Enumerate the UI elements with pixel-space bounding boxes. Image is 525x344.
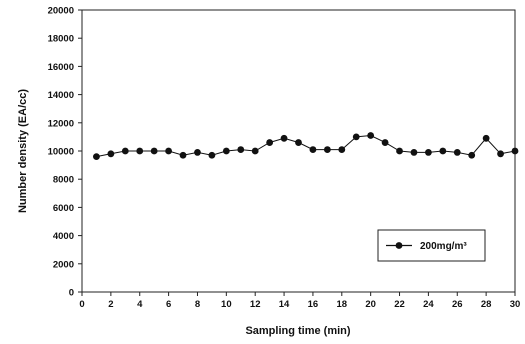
y-axis-title: Number density (EA/cc) — [17, 89, 29, 213]
data-point — [381, 139, 389, 146]
data-point — [468, 151, 476, 159]
data-point — [222, 147, 230, 155]
y-tick-label: 14000 — [48, 90, 74, 101]
data-point — [453, 149, 461, 156]
series-line — [96, 134, 516, 158]
legend: 200mg/m³ — [377, 229, 486, 262]
y-tick-label: 0 — [69, 288, 74, 299]
y-axis-ticks: 0 2000 4000 6000 8000 10000 12000 14000 16000 180… — [48, 6, 82, 299]
data-point — [309, 146, 317, 153]
x-tick-label: 26 — [452, 299, 463, 310]
series-layer — [93, 132, 519, 161]
x-axis-title: Sampling time (min) — [245, 325, 350, 337]
data-point — [367, 132, 375, 139]
data-point — [352, 133, 360, 141]
legend-label: 200mg/m³ — [420, 241, 467, 252]
y-tick-label: 18000 — [48, 34, 74, 45]
legend-marker — [395, 242, 403, 249]
data-point — [251, 147, 259, 155]
x-tick-label: 10 — [221, 299, 232, 310]
data-point — [194, 149, 201, 156]
x-tick-label: 4 — [137, 299, 143, 310]
data-point — [150, 147, 158, 155]
x-tick-label: 14 — [279, 299, 290, 310]
x-tick-label: 28 — [481, 299, 492, 310]
data-point — [208, 151, 216, 159]
data-point — [425, 149, 432, 156]
data-point — [136, 147, 144, 155]
data-point — [93, 153, 100, 161]
x-tick-label: 22 — [394, 299, 405, 310]
data-point — [439, 147, 447, 155]
x-tick-label: 12 — [250, 299, 261, 310]
x-axis-ticks: 0 2 4 6 8 10 12 14 16 18 20 22 24 26 28 30 — [79, 292, 520, 310]
data-point — [107, 150, 115, 158]
data-point — [511, 147, 519, 155]
x-tick-label: 0 — [79, 299, 84, 310]
x-tick-label: 6 — [166, 299, 171, 310]
data-point — [295, 139, 302, 146]
y-tick-label: 16000 — [48, 62, 74, 73]
data-point — [165, 147, 173, 155]
x-tick-label: 24 — [423, 299, 434, 310]
data-point — [179, 151, 187, 159]
y-tick-label: 6000 — [53, 203, 74, 214]
x-tick-label: 16 — [308, 299, 319, 310]
y-tick-label: 20000 — [48, 6, 74, 17]
x-tick-label: 30 — [510, 299, 521, 310]
y-tick-label: 8000 — [53, 175, 74, 186]
y-tick-label: 12000 — [48, 118, 74, 129]
data-point — [396, 147, 403, 155]
data-point — [121, 147, 129, 155]
y-tick-label: 2000 — [53, 259, 74, 270]
data-point — [497, 150, 504, 158]
y-tick-label: 10000 — [48, 147, 74, 158]
data-point — [266, 139, 274, 146]
x-tick-label: 2 — [108, 299, 113, 310]
data-point — [323, 146, 331, 153]
data-point — [280, 134, 288, 142]
x-tick-label: 20 — [365, 299, 376, 310]
x-tick-label: 8 — [195, 299, 200, 310]
data-point — [237, 146, 245, 153]
data-point — [410, 149, 418, 156]
data-point — [338, 146, 346, 153]
x-tick-label: 18 — [337, 299, 348, 310]
data-point — [482, 134, 490, 142]
y-tick-label: 4000 — [53, 231, 74, 242]
